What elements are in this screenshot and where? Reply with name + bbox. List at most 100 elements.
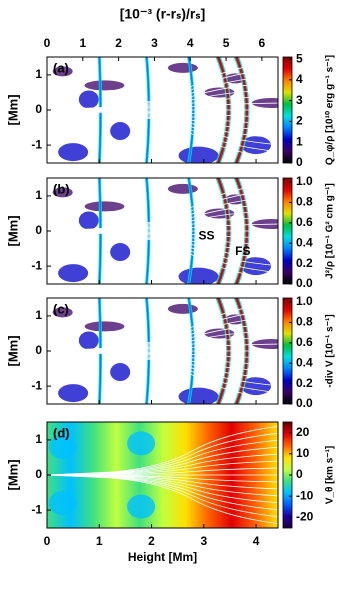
heatmap-blob (178, 387, 219, 404)
colorbar (282, 56, 293, 164)
field-line (47, 188, 278, 232)
field-line (47, 336, 278, 352)
field-line (47, 446, 278, 476)
field-line (47, 81, 278, 111)
y-tick-label: 0 (35, 343, 42, 357)
y-tick-label: -1 (31, 258, 42, 272)
x-axis-title: Height [Mm] (128, 550, 197, 564)
field-line (47, 230, 278, 267)
colorbar-tick-label: 3 (296, 93, 303, 107)
x-tick-label: 2 (148, 534, 155, 548)
colorbar-tick-label: 0 (296, 467, 303, 481)
y-tick-label: -1 (31, 378, 42, 392)
heatmap-blob (84, 201, 125, 212)
heatmap-blob (52, 187, 73, 198)
plot-area (47, 178, 278, 284)
field-line (47, 350, 278, 359)
heatmap-blob (110, 122, 131, 141)
heatmap-blob (58, 143, 89, 162)
x2-tick-label: 2 (115, 36, 122, 50)
colorbar-tick-label: 2 (296, 114, 303, 128)
x-tick-label: 1 (96, 534, 103, 548)
colorbar-tick-label: 0.8 (296, 195, 313, 209)
plot-area (47, 298, 278, 404)
colorbar-tick-label: 0.4 (296, 235, 313, 249)
y-tick-label: 1 (35, 67, 42, 81)
field-line (47, 474, 278, 511)
colorbar-tick-label: 4 (296, 72, 303, 86)
colorbar (282, 297, 293, 405)
field-line (47, 109, 278, 153)
colorbar-tick-label: 10 (296, 446, 310, 460)
colorbar-tick-label: 0 (296, 155, 303, 169)
field-line (47, 230, 278, 239)
x-tick-label: 0 (44, 534, 51, 548)
field-line (47, 88, 278, 111)
field-line (47, 67, 278, 111)
field-line (47, 460, 278, 476)
colorbar-tick-label: 0.0 (296, 276, 313, 290)
field-line (47, 343, 278, 352)
x2-tick-label: 6 (259, 36, 266, 50)
y-axis-title: [Mm] (5, 459, 20, 490)
heatmap-blob (84, 80, 125, 91)
field-line (47, 61, 278, 111)
field-line (47, 209, 278, 232)
heatmap-blob (178, 267, 219, 284)
field-line (47, 350, 278, 373)
x-tick-label: 3 (200, 534, 207, 548)
heatmap-blob (178, 146, 219, 163)
field-line (47, 439, 278, 476)
plot-area (47, 57, 278, 163)
y-tick-label: -1 (31, 137, 42, 151)
y-axis-title: [Mm] (5, 215, 20, 246)
x2-axis-title: [10⁻³ (r-rₛ)/rₛ] (120, 6, 206, 22)
field-line (47, 474, 278, 483)
field-line (47, 95, 278, 111)
heatmap-blob (127, 494, 156, 519)
field-line (47, 350, 278, 400)
colorbar-title: V_θ [km s⁻¹] (325, 446, 336, 504)
heatmap-blob (48, 491, 77, 516)
y-tick-label: 0 (35, 102, 42, 116)
colorbar-title: Q_φ/ρ [10¹⁰ erg g⁻¹ s⁻¹] (325, 55, 336, 165)
annotation: FS (235, 244, 250, 258)
colorbar-tick-label: -20 (296, 510, 314, 524)
panel-label: (b) (53, 181, 70, 196)
heatmap-blob (167, 303, 198, 314)
field-line (47, 474, 278, 524)
panel-label: (c) (53, 301, 69, 316)
panel-label: (d) (53, 425, 70, 440)
y-axis-title: [Mm] (5, 94, 20, 125)
y-tick-label: -1 (31, 502, 42, 516)
field-line (47, 322, 278, 352)
field-line (47, 74, 278, 111)
field-line (47, 329, 278, 352)
plot-area (47, 422, 278, 528)
field-line (47, 109, 278, 125)
heatmap-blob (127, 431, 156, 456)
x2-tick-label: 5 (223, 36, 230, 50)
heatmap-blob (58, 384, 89, 403)
field-line (47, 308, 278, 352)
heatmap-blob (52, 307, 73, 318)
heatmap-blob (48, 434, 77, 459)
field-line (47, 195, 278, 232)
colorbar-tick-label: 20 (296, 425, 310, 439)
panel-label: (a) (53, 60, 69, 75)
field-line (47, 350, 278, 394)
colorbar (282, 177, 293, 285)
y-tick-label: 0 (35, 223, 42, 237)
field-line (47, 453, 278, 476)
field-line (47, 230, 278, 280)
field-line (47, 302, 278, 352)
colorbar-title: -div V [10⁻¹ s⁻¹] (325, 314, 336, 387)
heatmap-blob (110, 243, 131, 262)
colorbar-tick-label: 1.0 (296, 174, 313, 188)
heatmap-blob (167, 183, 198, 194)
x2-tick-label: 3 (151, 36, 158, 50)
field-line (47, 426, 278, 476)
heatmap-blob (78, 211, 99, 230)
y-tick-label: 1 (35, 432, 42, 446)
